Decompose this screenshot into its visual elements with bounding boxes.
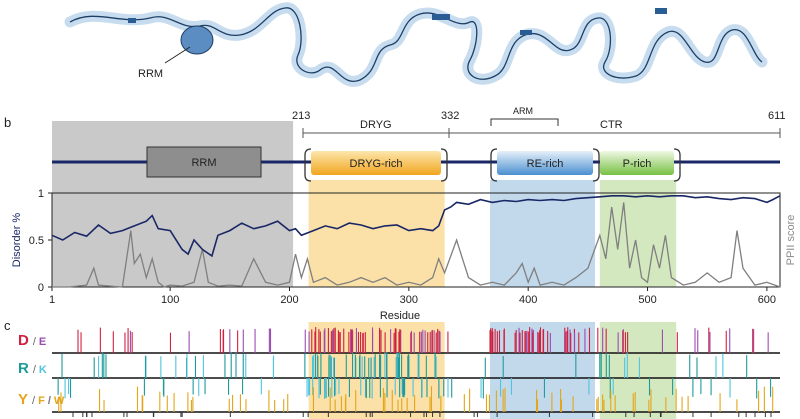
- marker-332: 332: [441, 110, 459, 122]
- x-tick-label-200: 200: [280, 294, 298, 306]
- disorder-series-line: [51, 194, 781, 258]
- dryg-rich-domain-box: [311, 151, 441, 175]
- p-rich-domain-box: [600, 151, 674, 175]
- rrm-fold-blob: [180, 25, 214, 55]
- p-rich-label: P-rich: [623, 158, 652, 170]
- helix-3: [520, 30, 532, 35]
- backbone-trace: [69, 7, 763, 83]
- secondary-residue: E: [39, 336, 46, 348]
- dryg-rich-shade: [308, 180, 445, 287]
- region-ctr-label: CTR: [600, 119, 623, 131]
- re-rich-domain-box: [497, 151, 593, 175]
- helix-2: [432, 14, 450, 20]
- primary-residue: Y: [18, 391, 28, 408]
- secondary-residue: W: [54, 395, 65, 407]
- x-tick-label-300: 300: [400, 294, 418, 306]
- re-right-brace: [592, 148, 600, 182]
- dryg-left-brace: [304, 148, 312, 182]
- composition-row-label-2: Y / F / W: [18, 391, 65, 408]
- structure-illustration: RRM: [64, 2, 768, 87]
- label-separator: /: [32, 395, 36, 407]
- arm-bracket: [490, 118, 559, 126]
- x-tick-label-600: 600: [758, 294, 776, 306]
- y-axis-left-label: Disorder %: [11, 213, 23, 268]
- re-rich-label: RE-rich: [527, 158, 564, 170]
- composition-rows: [52, 327, 780, 417]
- panel-c-letter: c: [4, 318, 11, 333]
- rrm-structure-label: RRM: [138, 68, 163, 80]
- re-rich-shade: [489, 180, 596, 287]
- rrm-pointer: [164, 46, 191, 64]
- x-tick-label-1: 1: [49, 294, 55, 306]
- x-tick-label-400: 400: [519, 294, 537, 306]
- y-axis: 00.51: [29, 188, 52, 294]
- y-tick-label-0: 0: [38, 282, 44, 294]
- y-tick-label-1: 1: [38, 188, 44, 200]
- label-separator: /: [33, 336, 37, 348]
- primary-residue: D: [18, 332, 29, 349]
- x-tick-label-100: 100: [161, 294, 179, 306]
- disorder-plot: 1 100 200 300 400 500 600 00.51 Residue Disord…: [11, 188, 797, 322]
- secondary-residue: F: [38, 395, 45, 407]
- shaded-regions: [52, 121, 677, 287]
- composition-row-label-1: R / K: [18, 360, 47, 377]
- re-left-brace: [490, 148, 498, 182]
- p-right-brace: [673, 148, 681, 182]
- region-arm-label: ARM: [513, 106, 533, 116]
- composition-row-label-0: D / E: [18, 332, 46, 349]
- rrm-domain-box: [146, 146, 262, 178]
- ppii-series-line: [52, 202, 781, 288]
- composition-shade-1: [489, 322, 596, 419]
- secondary-residue: /: [48, 395, 51, 407]
- y-axis-right-label: PPII score: [785, 215, 797, 266]
- composition-shades: [308, 322, 677, 419]
- secondary-residue: K: [39, 364, 47, 376]
- domain-schematic: RRM DRYG-rich RE-rich P-rich: [52, 146, 780, 182]
- x-axis-label: Residue: [380, 310, 420, 322]
- primary-residue: R: [18, 360, 29, 377]
- label-separator: /: [33, 364, 37, 376]
- dryg-right-brace: [440, 148, 448, 182]
- marker-611: 611: [768, 110, 786, 122]
- composition-shade-2: [599, 322, 677, 419]
- x-axis: 1 100 200 300 400 500 600: [49, 287, 776, 306]
- region-dryg-label: DRYG: [360, 119, 392, 131]
- dryg-rich-label: DRYG-rich: [350, 158, 403, 170]
- rrm-domain-label: RRM: [191, 157, 216, 169]
- rrm-shade: [52, 121, 294, 287]
- x-tick-label-500: 500: [638, 294, 656, 306]
- helix-1: [128, 18, 136, 23]
- region-brackets: 213 332 611 DRYG CTR ARM: [292, 106, 786, 138]
- panel-b-letter: b: [4, 115, 11, 130]
- composition-labels: D / ER / KY / F / W: [18, 332, 65, 408]
- marker-213: 213: [292, 110, 310, 122]
- helix-4: [655, 8, 667, 14]
- y-tick-label-0.5: 0.5: [29, 235, 44, 247]
- surface-outline: [64, 2, 768, 87]
- p-rich-shade: [599, 180, 677, 287]
